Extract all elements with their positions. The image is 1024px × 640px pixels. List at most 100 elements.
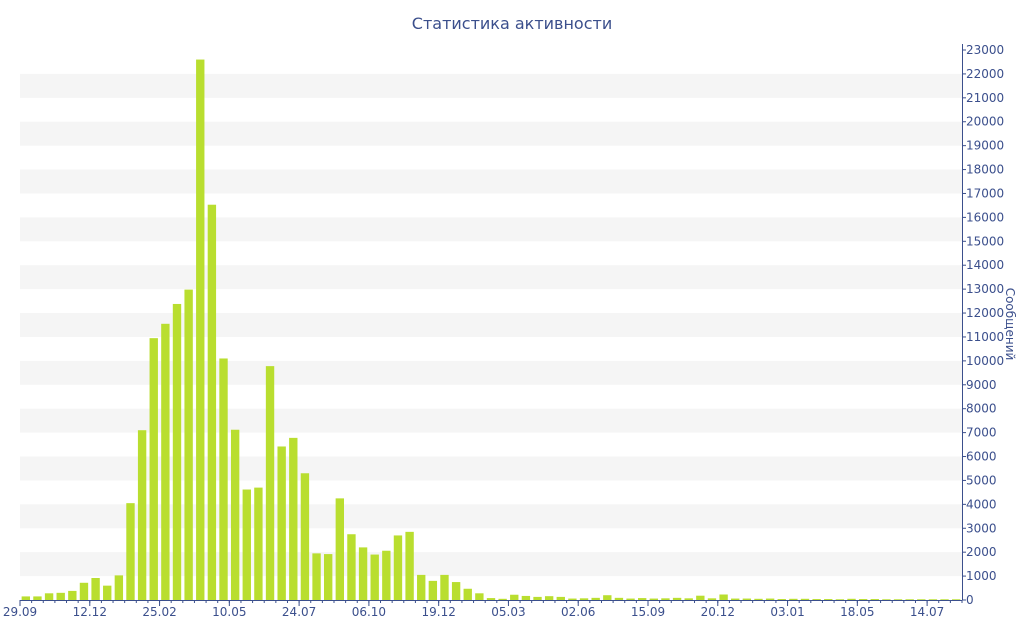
bar <box>103 585 112 600</box>
grid-band <box>20 456 962 481</box>
x-tick-label: 20.12 <box>701 605 735 619</box>
bar <box>754 598 763 600</box>
bar <box>731 598 740 600</box>
bar <box>556 596 565 600</box>
x-tick-label: 14.07 <box>910 605 944 619</box>
grid-band <box>20 265 962 290</box>
bar <box>149 338 158 600</box>
grid-band <box>20 360 962 385</box>
bar <box>382 550 391 600</box>
bar <box>428 580 438 600</box>
y-tick-label: 17000 <box>966 186 1004 200</box>
bar <box>707 598 717 600</box>
bar <box>544 596 554 600</box>
bar <box>614 597 624 600</box>
bar <box>882 599 891 600</box>
x-tick-label: 12.12 <box>73 605 107 619</box>
y-tick-label: 20000 <box>966 115 1004 129</box>
y-tick-label: 14000 <box>966 258 1004 272</box>
y-tick-label: 13000 <box>966 282 1004 296</box>
bar <box>312 553 321 600</box>
bar <box>858 599 868 600</box>
bar <box>21 596 31 600</box>
bar <box>579 598 589 600</box>
x-tick-label: 18.05 <box>840 605 874 619</box>
grid-band <box>20 313 962 337</box>
bar <box>835 599 845 600</box>
grid-band <box>20 121 962 146</box>
x-tick-label: 10.05 <box>212 605 246 619</box>
bar <box>219 358 228 600</box>
y-tick-label: 2000 <box>966 545 997 559</box>
y-tick-label: 10000 <box>966 354 1004 368</box>
bar <box>184 289 193 600</box>
y-tick-label: 7000 <box>966 426 997 440</box>
bar <box>812 599 821 600</box>
y-tick-label: 19000 <box>966 139 1004 153</box>
bar <box>347 534 356 600</box>
bar <box>684 598 693 600</box>
y-tick-label: 6000 <box>966 450 997 464</box>
bar <box>486 598 496 600</box>
bar <box>951 599 961 600</box>
bar <box>940 599 949 600</box>
bar <box>870 599 879 600</box>
bar <box>393 535 403 600</box>
bar <box>603 595 612 600</box>
bar <box>277 446 286 600</box>
bar <box>533 596 542 600</box>
bar <box>521 595 531 600</box>
bar <box>358 547 368 600</box>
bar <box>475 593 484 600</box>
bar <box>498 598 507 600</box>
bar <box>463 588 472 600</box>
y-tick-label: 15000 <box>966 234 1004 248</box>
bar <box>242 489 251 600</box>
bar <box>56 592 65 600</box>
bar <box>626 598 635 600</box>
bar <box>591 597 600 600</box>
y-tick-label: 11000 <box>966 330 1004 344</box>
bar <box>637 598 647 600</box>
bar <box>696 595 705 600</box>
x-tick-label: 06.10 <box>352 605 386 619</box>
bar <box>451 582 461 600</box>
y-axis-label: Сообщений <box>1003 287 1017 361</box>
bar <box>765 598 775 600</box>
bar <box>928 599 938 600</box>
bar <box>568 598 577 600</box>
bar <box>847 598 856 600</box>
y-tick-label: 23000 <box>966 43 1004 57</box>
bar <box>510 594 519 600</box>
y-tick-label: 0 <box>966 593 974 607</box>
bar <box>300 473 310 600</box>
bar <box>370 554 379 600</box>
y-tick-label: 21000 <box>966 91 1004 105</box>
y-tick-label: 4000 <box>966 497 997 511</box>
bar <box>44 593 54 600</box>
grid-band <box>20 408 962 433</box>
bar <box>800 598 810 600</box>
bar <box>789 598 798 600</box>
x-tick-label: 29.09 <box>3 605 37 619</box>
bar <box>254 487 263 600</box>
bar <box>68 590 77 600</box>
y-tick-label: 9000 <box>966 378 997 392</box>
bar <box>79 582 89 600</box>
bar <box>917 599 926 600</box>
bar <box>649 598 659 600</box>
bar <box>33 596 42 600</box>
bar <box>661 598 670 600</box>
bar <box>777 599 786 600</box>
bar <box>91 578 100 600</box>
bar <box>137 430 147 600</box>
bar <box>335 498 345 600</box>
bar <box>114 575 124 600</box>
bar <box>719 594 728 600</box>
y-tick-label: 22000 <box>966 67 1004 81</box>
x-tick-label: 24.07 <box>282 605 316 619</box>
bar <box>265 366 275 600</box>
chart-title: Статистика активности <box>411 14 613 33</box>
